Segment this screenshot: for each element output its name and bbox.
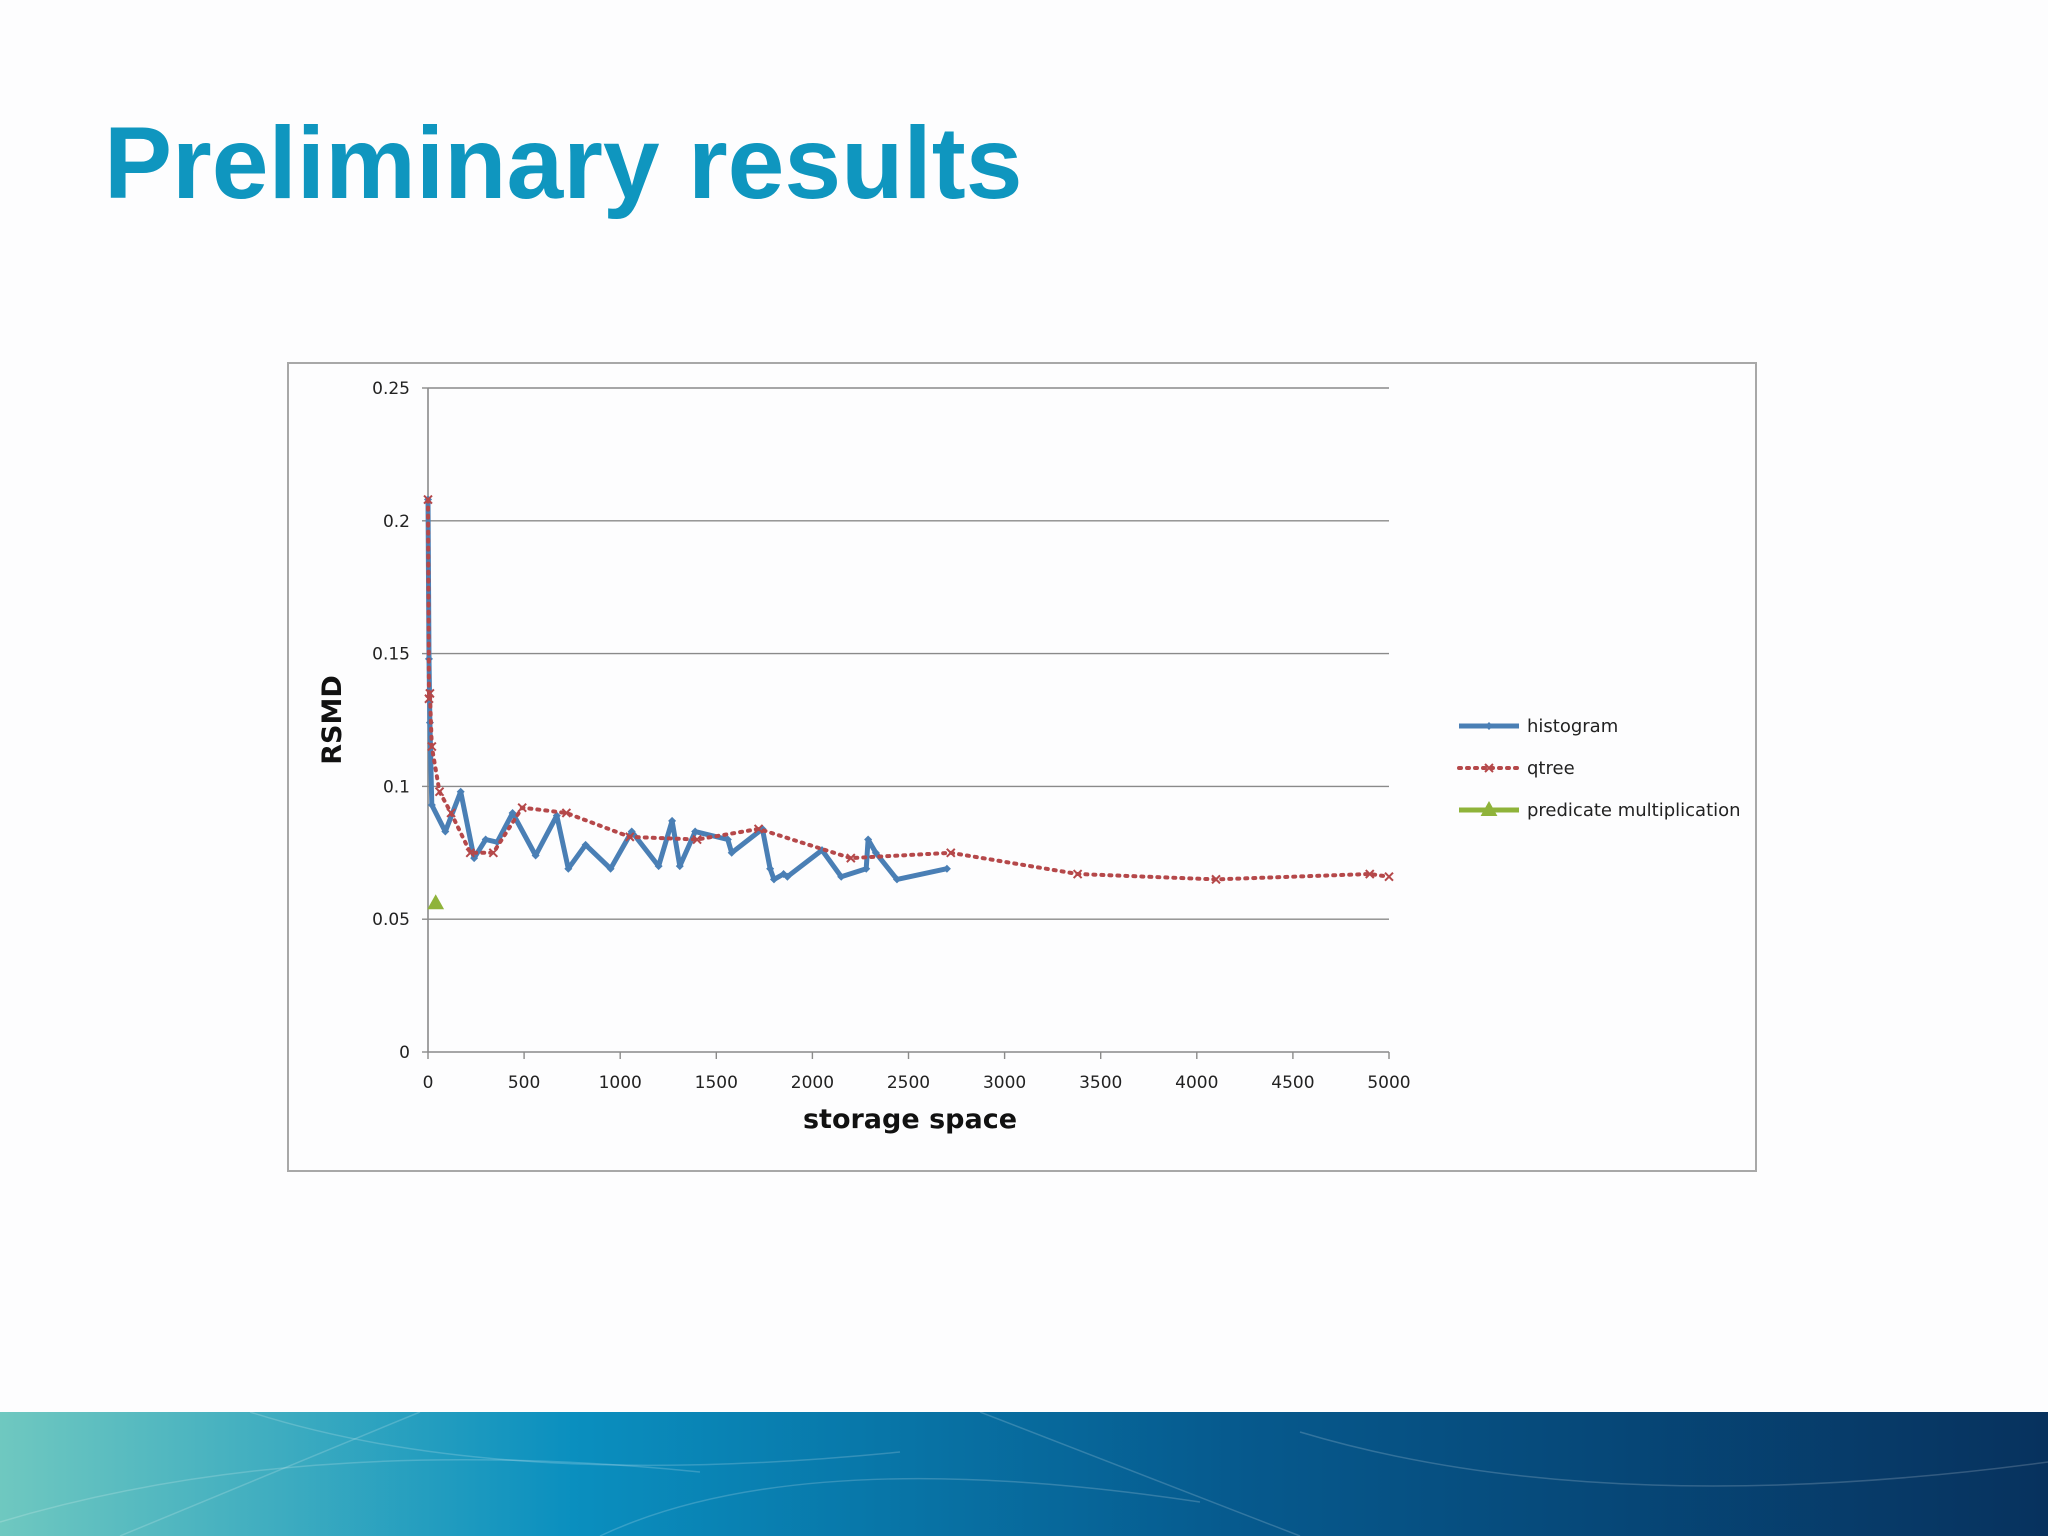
data-point [434, 787, 445, 797]
data-point [837, 872, 846, 881]
y-tick-label: 0.15 [372, 645, 410, 665]
data-point [465, 848, 475, 858]
data-point [892, 875, 901, 884]
x-tick-label: 4000 [1175, 1073, 1218, 1093]
data-point [508, 808, 517, 817]
y-tick-label: 0.2 [383, 512, 410, 532]
data-point [423, 494, 433, 505]
data-point [691, 827, 700, 836]
chart-frame: 0 0.05 0.1 0.15 0.2 0.25 0 500 1000 1500 2000 2500… [287, 362, 1757, 1172]
data-point [564, 864, 573, 873]
x-tick-label: 1500 [695, 1073, 738, 1093]
legend: histogram qtree predicate multiplication [1457, 716, 1741, 821]
x-tick-label: 3500 [1079, 1073, 1122, 1093]
data-point [864, 835, 873, 844]
series-line [426, 497, 1391, 882]
data-point [846, 853, 856, 863]
data-point [446, 808, 456, 818]
x-axis-label: storage space [803, 1104, 1017, 1135]
footer-band [0, 1412, 2048, 1536]
data-point [692, 834, 702, 845]
data-point [625, 832, 635, 842]
legend-marker [1485, 722, 1493, 730]
data-point [783, 872, 792, 881]
slide-title: Preliminary results [104, 106, 1023, 220]
y-axis-label: RSMD [317, 675, 348, 765]
x-tick-label: 5000 [1367, 1073, 1410, 1093]
data-point [517, 802, 527, 813]
legend-item: histogram [1459, 716, 1618, 737]
line-chart: 0 0.05 0.1 0.15 0.2 0.25 0 500 1000 1500 2000 2500… [317, 379, 1741, 1135]
data-point [753, 824, 764, 834]
series-predicate-multiplication [427, 894, 445, 910]
data-point [581, 840, 590, 849]
x-tick-label: 4500 [1271, 1073, 1314, 1093]
legend-item: predicate multiplication [1459, 800, 1741, 821]
x-tick-label: 2000 [791, 1073, 834, 1093]
legend-label: qtree [1527, 758, 1575, 779]
data-point [675, 862, 684, 871]
gridlines [428, 387, 1389, 920]
x-tick-label: 1000 [599, 1073, 642, 1093]
y-tick-label: 0.1 [383, 777, 410, 797]
data-point [425, 688, 435, 699]
data-point [769, 875, 778, 884]
data-point [427, 800, 436, 809]
legend-marker [1480, 801, 1498, 816]
data-point [942, 864, 951, 873]
data-point [456, 787, 465, 796]
data-point [766, 864, 775, 873]
legend-marker [1484, 763, 1494, 773]
axes [422, 387, 1390, 1059]
series-line [425, 499, 948, 882]
data-point [481, 835, 490, 844]
y-tick-label: 0 [399, 1043, 410, 1063]
data-point [488, 848, 499, 858]
data-point [654, 862, 663, 871]
data-point [470, 854, 479, 863]
x-tick-label: 3000 [983, 1073, 1026, 1093]
x-tick-label: 0 [423, 1073, 434, 1093]
data-point [427, 894, 445, 910]
data-point [552, 811, 561, 820]
y-tick-labels: 0 0.05 0.1 0.15 0.2 0.25 [372, 379, 410, 1063]
data-point [871, 848, 880, 857]
data-point [1072, 869, 1083, 879]
data-point [531, 851, 540, 860]
x-tick-labels: 0 500 1000 1500 2000 2500 3000 3500 4000 4500 5000 [423, 1073, 1411, 1093]
data-point [946, 848, 956, 858]
data-point [727, 848, 736, 857]
y-tick-label: 0.25 [372, 379, 410, 399]
data-point [1384, 871, 1394, 882]
series-qtree [423, 494, 1394, 885]
series [423, 494, 1394, 910]
data-point [1365, 869, 1375, 879]
data-point [561, 808, 572, 818]
x-tick-label: 500 [508, 1073, 540, 1093]
data-point [441, 827, 450, 836]
data-point [1211, 874, 1221, 885]
x-tick-label: 2500 [887, 1073, 930, 1093]
data-point [723, 835, 732, 844]
y-tick-label: 0.05 [372, 910, 410, 930]
data-point [668, 816, 677, 825]
data-point [862, 864, 871, 873]
data-point [427, 741, 437, 752]
legend-label: predicate multiplication [1527, 800, 1741, 821]
legend-item: qtree [1457, 758, 1575, 779]
series-histogram [424, 495, 951, 884]
legend-label: histogram [1527, 716, 1618, 737]
data-point [606, 864, 615, 873]
